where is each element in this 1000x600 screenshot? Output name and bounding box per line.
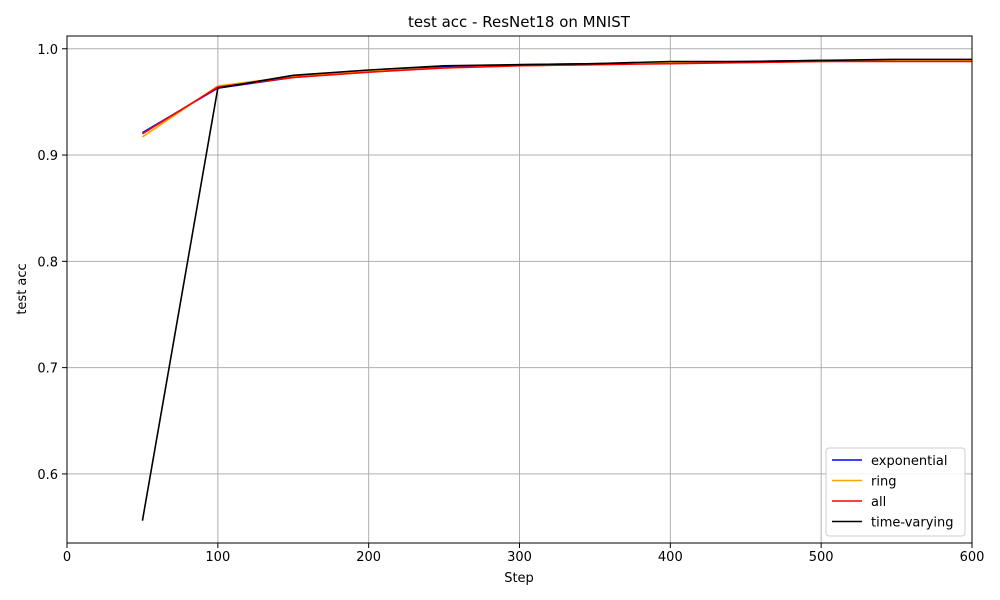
axis-ticks: 0 100 200 300 400 500 600 0.6 0.7 0.8 0.9 1.0 xyxy=(37,43,984,565)
legend-label-all: all xyxy=(871,495,886,510)
chart-title: test acc - ResNet18 on MNIST xyxy=(408,13,631,31)
grid xyxy=(66,36,973,543)
series-line-exponential xyxy=(142,59,972,134)
y-axis-label: test acc xyxy=(15,263,30,314)
legend-label-ring: ring xyxy=(871,475,896,490)
y-tick-label: 1.0 xyxy=(37,43,58,58)
x-tick-label: 300 xyxy=(507,550,532,565)
y-tick-label: 0.9 xyxy=(37,149,58,164)
legend: exponential ring all time-varying xyxy=(825,447,966,537)
y-tick-label: 0.7 xyxy=(37,362,58,377)
y-tick-label: 0.6 xyxy=(37,468,58,483)
series-line-ring xyxy=(141,59,972,138)
x-tick-label: 400 xyxy=(658,550,683,565)
series-line-time-varying xyxy=(141,58,972,521)
legend-label-exponential: exponential xyxy=(871,454,947,469)
x-tick-label: 500 xyxy=(809,550,834,565)
legend-box xyxy=(825,447,966,537)
y-tick-label: 0.8 xyxy=(37,255,58,270)
legend-label-time-varying: time-varying xyxy=(871,516,954,531)
x-axis-label: Step xyxy=(504,571,534,586)
x-tick-label: 100 xyxy=(205,550,230,565)
x-tick-label: 600 xyxy=(960,550,985,565)
series-lines xyxy=(141,58,972,521)
series-line-all xyxy=(141,60,972,135)
x-tick-label: 200 xyxy=(356,550,381,565)
x-tick-label: 0 xyxy=(63,550,71,565)
